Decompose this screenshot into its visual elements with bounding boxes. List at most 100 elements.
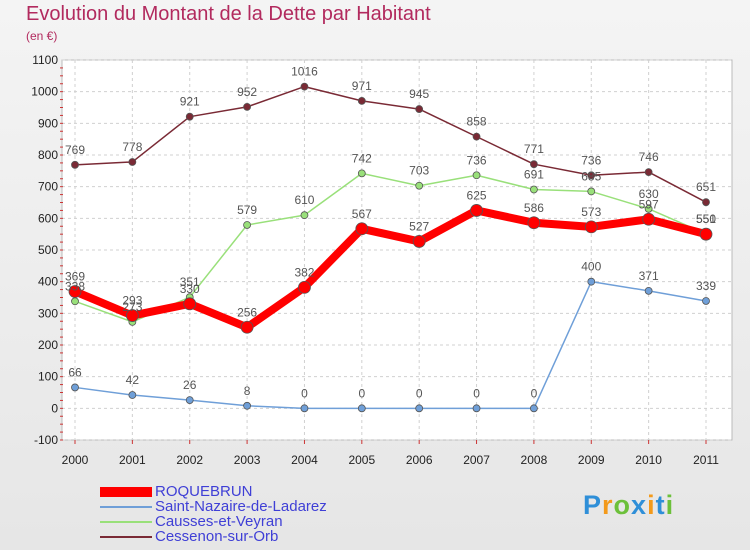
data-point xyxy=(644,168,653,177)
data-label: 691 xyxy=(524,168,544,182)
data-label: 746 xyxy=(639,150,659,164)
data-label: 0 xyxy=(531,386,538,400)
y-tick-label: 1100 xyxy=(32,53,58,67)
data-label: 369 xyxy=(65,269,85,283)
data-label: 293 xyxy=(122,294,142,308)
data-point xyxy=(587,171,596,180)
brand-letter: t xyxy=(655,490,666,520)
data-label: 0 xyxy=(301,386,308,400)
legend-swatch xyxy=(100,487,152,497)
data-label: 371 xyxy=(639,269,659,283)
data-label: 952 xyxy=(237,85,257,99)
data-label: 858 xyxy=(467,115,487,129)
data-label: 610 xyxy=(294,193,314,207)
data-label: 778 xyxy=(122,140,142,154)
brand-logo: Proxiti xyxy=(583,490,674,521)
data-point xyxy=(243,221,251,229)
data-point xyxy=(415,105,424,113)
data-label: 339 xyxy=(696,279,716,293)
data-point xyxy=(472,132,481,141)
data-point xyxy=(702,297,710,305)
y-tick-label: 800 xyxy=(38,148,58,162)
brand-letter: x xyxy=(631,490,648,520)
data-point xyxy=(357,96,366,105)
data-point xyxy=(300,82,309,91)
data-label: 1016 xyxy=(291,65,318,79)
series-line-3 xyxy=(74,85,707,203)
data-point xyxy=(415,404,424,413)
x-tick-label: 2004 xyxy=(291,453,318,467)
data-point xyxy=(530,404,538,413)
data-label: 597 xyxy=(639,197,659,211)
data-point xyxy=(243,401,251,410)
y-tick-label: 200 xyxy=(38,338,58,352)
brand-letter: P xyxy=(583,490,603,520)
brand-letter: i xyxy=(665,490,675,520)
data-point xyxy=(644,204,653,213)
data-label: 550 xyxy=(696,212,716,226)
legend-label: Cessenon-sur-Orb xyxy=(155,528,279,545)
data-label: 382 xyxy=(294,265,314,279)
series-line-0 xyxy=(73,206,708,332)
data-point xyxy=(587,277,596,286)
legend-swatch xyxy=(100,521,152,523)
gridlines xyxy=(60,59,732,444)
series-line-2 xyxy=(74,172,707,323)
chart-title: Evolution du Montant de la Dette par Hab… xyxy=(26,3,431,25)
data-point xyxy=(298,280,311,294)
data-label: 400 xyxy=(581,260,601,274)
data-point xyxy=(68,285,82,298)
x-tick-label: 2011 xyxy=(693,453,719,467)
x-tick-label: 2005 xyxy=(348,453,375,467)
y-tick-label: 400 xyxy=(38,275,58,289)
x-tick-label: 2003 xyxy=(234,453,261,467)
y-tick-label: 900 xyxy=(38,116,58,130)
data-point xyxy=(472,404,481,413)
x-tick-label: 2002 xyxy=(176,453,203,467)
axis-ticks: -100010020030040050060070080090010001100… xyxy=(31,53,719,467)
x-tick-label: 2001 xyxy=(119,453,146,467)
data-label: 567 xyxy=(352,207,372,221)
data-point xyxy=(357,169,366,178)
data-point xyxy=(357,404,366,413)
data-label: 630 xyxy=(639,187,659,201)
data-label: 42 xyxy=(126,373,140,387)
y-tick-label: 500 xyxy=(38,243,58,257)
data-label: 66 xyxy=(68,365,82,379)
data-label: 742 xyxy=(352,151,372,165)
data-point xyxy=(240,320,254,334)
data-point xyxy=(128,158,137,166)
data-label: 8 xyxy=(244,384,251,398)
y-tick-label: 1000 xyxy=(31,85,58,99)
data-label: 736 xyxy=(581,153,601,167)
data-point xyxy=(699,227,713,241)
data-label: 527 xyxy=(409,219,429,233)
data-label: 338 xyxy=(65,279,85,293)
data-point xyxy=(128,391,137,399)
data-point xyxy=(183,297,197,311)
data-label: 945 xyxy=(409,87,429,101)
x-tick-label: 2006 xyxy=(406,453,433,467)
data-label: 551 xyxy=(696,212,716,226)
data-label: 573 xyxy=(581,205,601,219)
data-label: 736 xyxy=(467,153,487,167)
data-label: 921 xyxy=(180,95,200,109)
data-label: 26 xyxy=(183,378,197,392)
line-chart: -100010020030040050060070080090010001100… xyxy=(31,53,733,467)
data-label: 330 xyxy=(180,282,200,296)
x-tick-label: 2009 xyxy=(578,453,605,467)
data-point xyxy=(702,198,710,207)
legend-label: ROQUEBRUN xyxy=(155,483,253,500)
data-point xyxy=(300,211,309,220)
legend-label: Saint-Nazaire-de-Ladarez xyxy=(155,498,327,515)
x-tick-label: 2008 xyxy=(521,453,548,467)
brand-letter: r xyxy=(602,490,614,520)
series-lines xyxy=(68,82,713,413)
y-tick-label: 700 xyxy=(38,180,58,194)
x-tick-label: 2007 xyxy=(463,453,490,467)
data-label: 586 xyxy=(524,201,544,215)
data-label: 0 xyxy=(416,386,423,400)
data-point xyxy=(530,185,538,194)
data-label: 685 xyxy=(581,169,601,183)
series-line-1 xyxy=(74,280,707,410)
